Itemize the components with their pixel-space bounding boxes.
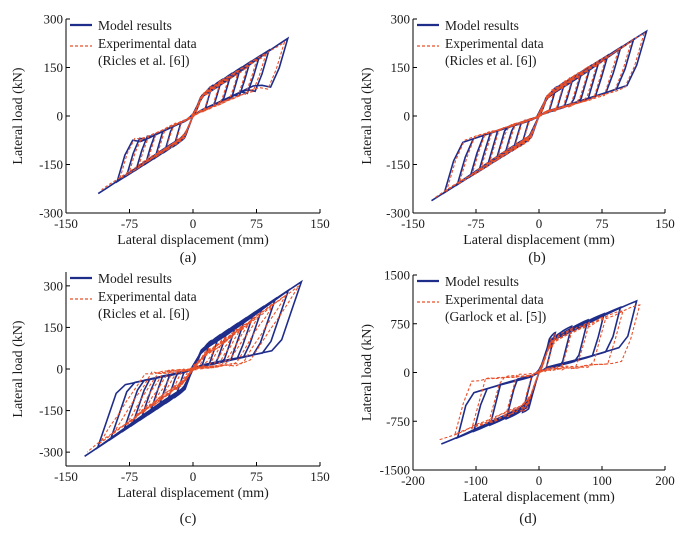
y-tick-label: -150 [386, 157, 410, 172]
y-tick-label: 0 [57, 362, 64, 377]
y-tick-label: 150 [391, 60, 411, 75]
legend: Model results Experimental data (Ricles et… [417, 18, 544, 68]
y-tick-label: -150 [39, 403, 63, 418]
legend: Model results Experimental data (Ricles et… [70, 271, 197, 321]
legend-model-label: Model results [98, 271, 172, 286]
x-tick-label: 0 [190, 469, 197, 484]
experimental-data-curve [101, 41, 286, 191]
experimental-data-curve [86, 285, 300, 453]
y-axis-label: Lateral load (kN) [360, 67, 375, 165]
x-axis-label: Lateral displacement (mm) [117, 486, 269, 501]
x-axis-label: Lateral displacement (mm) [117, 233, 269, 248]
x-tick-label: 0 [536, 216, 543, 231]
y-tick-label: -300 [386, 206, 410, 221]
y-axis-label: Lateral load (kN) [11, 67, 26, 165]
y-tick-label: 300 [391, 12, 411, 27]
y-tick-label: 0 [404, 109, 411, 124]
y-tick-label: 300 [44, 12, 64, 27]
y-tick-label: 150 [44, 320, 64, 335]
legend-reference-label: (Ricles et al. [6]) [445, 53, 536, 68]
legend-experiment-label: Experimental data [445, 36, 544, 51]
x-tick-label: -150 [401, 216, 425, 231]
experimental-data-curve [433, 32, 645, 199]
x-tick-label: -150 [54, 216, 78, 231]
panel-label: (d) [519, 511, 537, 527]
y-tick-label: 750 [391, 316, 411, 331]
legend-experiment-label: Experimental data [98, 289, 197, 304]
legend-model-label: Model results [98, 18, 172, 33]
x-tick-label: 150 [310, 216, 330, 231]
chart-panel-3: -150 -75 0 75 150 -300 -150 0 150 300 Lateral disp… [11, 271, 330, 527]
legend-experiment-label: Experimental data [98, 36, 197, 51]
y-axis-label: Lateral load (kN) [11, 320, 26, 418]
x-tick-label: -100 [464, 473, 488, 488]
panel-label: (a) [180, 250, 197, 266]
x-tick-label: 200 [655, 473, 675, 488]
x-tick-label: 0 [536, 473, 543, 488]
x-axis-label: Lateral displacement (mm) [463, 490, 615, 505]
x-axis-label: Lateral displacement (mm) [463, 233, 615, 248]
x-tick-label: -75 [467, 216, 484, 231]
x-tick-label: 150 [310, 469, 330, 484]
experimental-data-curve [438, 304, 641, 441]
y-tick-label: -300 [39, 206, 63, 221]
x-tick-label: -200 [401, 473, 425, 488]
panel-label: (c) [180, 511, 197, 527]
y-tick-label: -150 [39, 157, 63, 172]
x-tick-label: -150 [54, 469, 78, 484]
chart-panel-4: -200 -100 0 100 200 -1500 -750 0 750 1500 Lateral … [360, 268, 675, 528]
x-tick-label: 100 [592, 473, 612, 488]
panel-label: (b) [528, 250, 546, 266]
x-tick-label: -75 [121, 216, 138, 231]
legend-reference-label: (Ricles et al. [6]) [98, 53, 189, 68]
y-tick-label: 150 [44, 60, 64, 75]
y-tick-label: -750 [386, 414, 410, 429]
y-axis-label: Lateral load (kN) [360, 324, 375, 422]
legend-reference-label: (Ricles et al. [6]) [98, 306, 189, 321]
legend-reference-label: (Garlock et al. [5]) [445, 309, 546, 324]
x-tick-label: 0 [190, 216, 197, 231]
legend: Model results Experimental data (Ricles et… [70, 18, 197, 68]
y-tick-label: 300 [44, 278, 64, 293]
legend-model-label: Model results [445, 274, 519, 289]
y-tick-label: -300 [39, 445, 63, 460]
y-tick-label: 0 [404, 365, 411, 380]
x-tick-label: 75 [250, 216, 263, 231]
x-tick-label: 75 [596, 216, 609, 231]
y-tick-label: -1500 [380, 463, 410, 478]
y-tick-label: 1500 [384, 268, 410, 283]
x-tick-label: 150 [655, 216, 675, 231]
legend-model-label: Model results [445, 18, 519, 33]
x-tick-label: 75 [250, 469, 263, 484]
legend-experiment-label: Experimental data [445, 292, 544, 307]
x-tick-label: -75 [121, 469, 138, 484]
y-tick-label: 0 [57, 109, 64, 124]
model-results-curve [441, 299, 638, 445]
legend: Model results Experimental data (Garlock e… [417, 274, 546, 324]
